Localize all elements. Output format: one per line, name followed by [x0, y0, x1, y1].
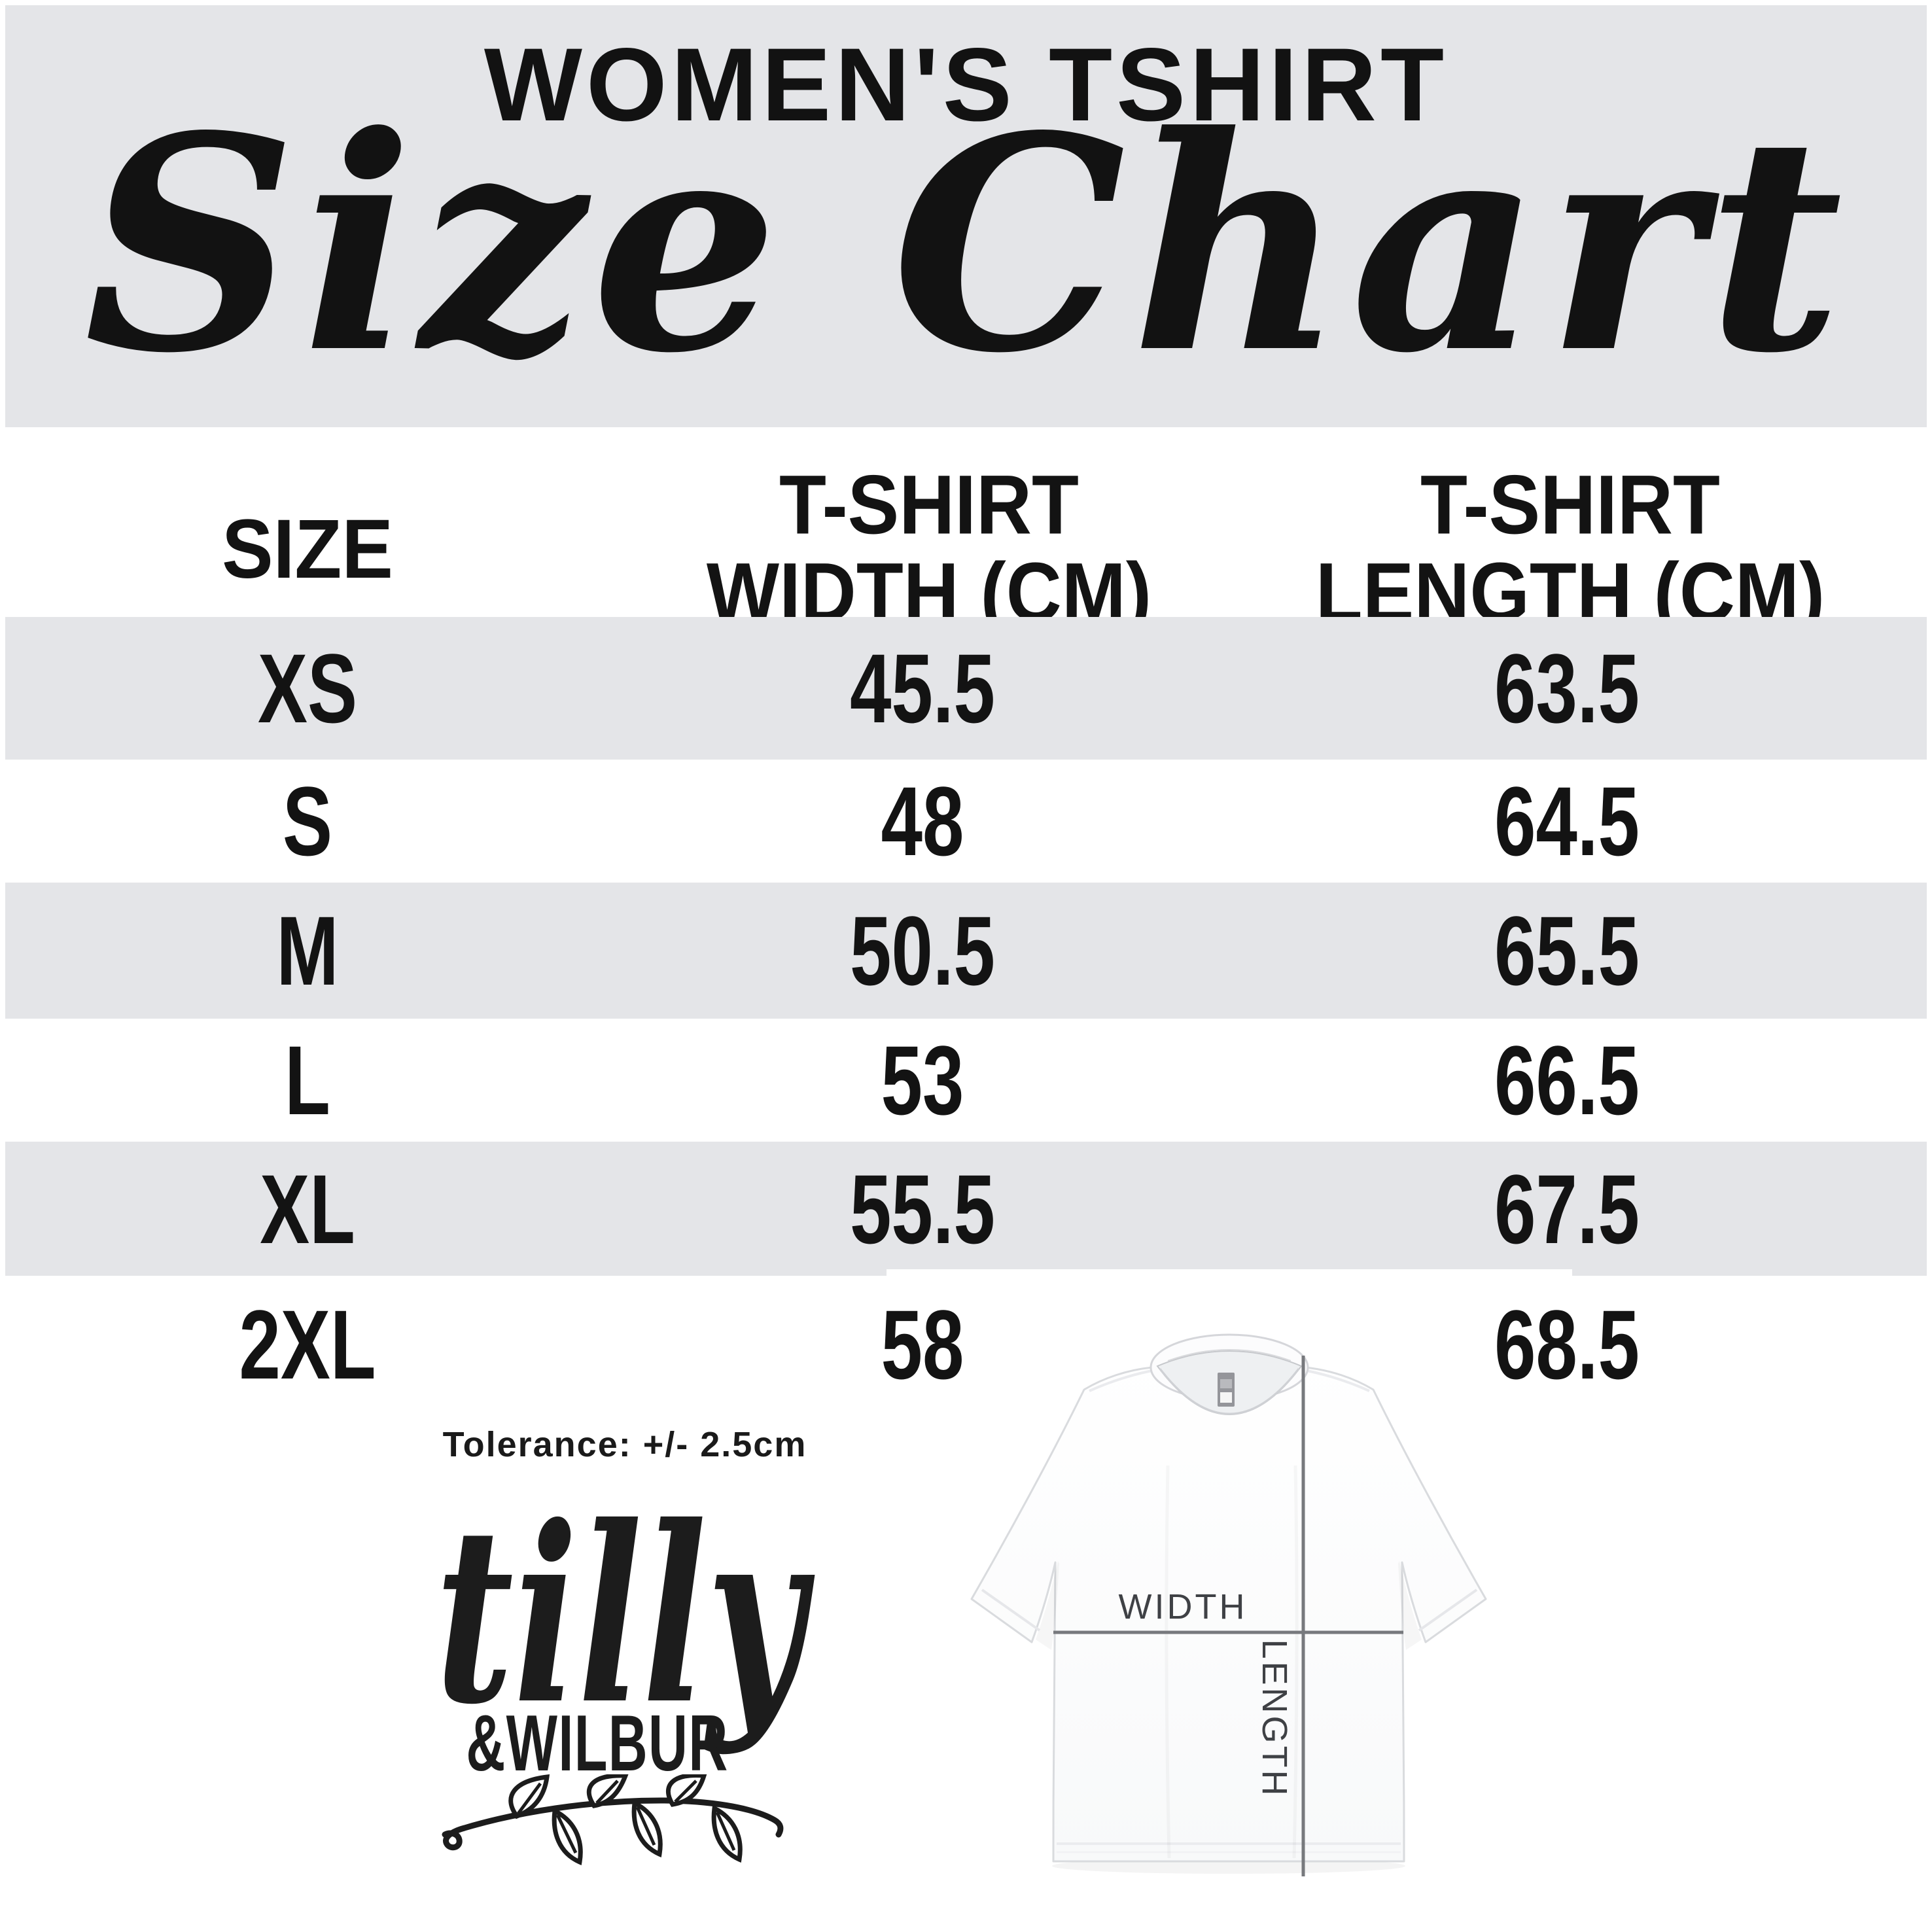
row-xs-length: 63.5	[1494, 633, 1640, 743]
column-header-width: T-SHIRT WIDTH (CM)	[707, 458, 1151, 638]
row-s-size: S	[282, 766, 333, 876]
title-band	[5, 5, 1927, 427]
row-m-size: M	[276, 896, 339, 1006]
row-m-width: 50.5	[850, 896, 995, 1006]
row-xl-width: 55.5	[850, 1154, 995, 1264]
row-stripe-xl	[5, 1142, 1927, 1276]
brand-logo-script: tilly	[435, 1474, 805, 1758]
row-m-length: 65.5	[1494, 896, 1640, 1006]
row-l-size: L	[285, 1025, 330, 1135]
column-header-length-line1: T-SHIRT	[1420, 458, 1720, 552]
row-stripe-xs	[5, 617, 1927, 760]
tolerance-note: Tolerance: +/- 2.5cm	[442, 1425, 807, 1464]
column-header-width-line1: T-SHIRT	[779, 458, 1079, 552]
column-header-size: SIZE	[222, 502, 393, 596]
row-stripe-m	[5, 883, 1927, 1019]
length-label: LENGTH	[1255, 1639, 1294, 1798]
poster-script-title: Size Chart	[84, 72, 1848, 418]
row-l-length: 66.5	[1494, 1025, 1640, 1135]
row-l-width: 53	[881, 1025, 964, 1135]
row-2xl-size: 2XL	[239, 1290, 376, 1399]
row-xl-length: 67.5	[1494, 1154, 1640, 1264]
tshirt-photo: WIDTH LENGTH	[887, 1269, 1572, 1932]
row-xs-width: 45.5	[850, 633, 995, 743]
tee-body	[970, 1350, 1487, 1863]
row-xl-size: XL	[260, 1154, 355, 1264]
laurel-branch-icon	[442, 1774, 784, 1866]
tshirt-illustration: WIDTH LENGTH	[970, 1333, 1487, 1876]
brand-logo-caps: &WILBUR	[466, 1698, 729, 1787]
row-s-width: 48	[881, 766, 964, 876]
row-2xl-width: 58	[881, 1290, 964, 1399]
row-2xl-length: 68.5	[1494, 1290, 1640, 1399]
row-s-length: 64.5	[1494, 766, 1640, 876]
row-xs-size: XS	[257, 633, 358, 743]
poster-title: WOMEN'S TSHIRT	[483, 26, 1449, 143]
column-header-length: T-SHIRT LENGTH (CM)	[1316, 458, 1825, 638]
neck-tag-icon	[1218, 1373, 1235, 1407]
width-label: WIDTH	[1119, 1587, 1248, 1626]
